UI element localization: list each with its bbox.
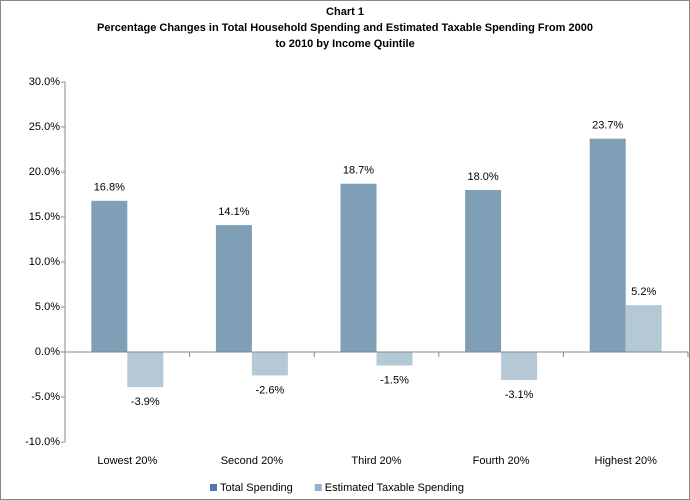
value-label: 5.2% [631, 286, 656, 298]
bar [625, 305, 662, 352]
bar [465, 190, 502, 352]
y-tick-label: 25.0% [29, 121, 60, 133]
value-label: 14.1% [218, 206, 249, 218]
bar [501, 352, 538, 380]
chart-subtitle: Percentage Changes in Total Household Sp… [97, 22, 593, 34]
y-tick-label: 30.0% [29, 76, 60, 88]
value-label: 18.0% [467, 171, 498, 183]
value-label: -3.1% [505, 389, 534, 401]
y-tick-label: -5.0% [31, 391, 60, 403]
y-tick-label: 10.0% [29, 256, 60, 268]
value-label: -3.9% [131, 396, 160, 408]
value-label: -1.5% [380, 374, 409, 386]
bar [215, 225, 252, 352]
chart-title: Chart 1 [326, 6, 364, 18]
value-label: 16.8% [94, 182, 125, 194]
value-label: -2.6% [256, 384, 285, 396]
chart-subtitle: to 2010 by Income Quintile [275, 38, 414, 50]
bar [376, 352, 413, 366]
legend-swatch [314, 484, 322, 491]
bar [91, 200, 128, 352]
bar [251, 352, 288, 376]
bar [589, 138, 626, 352]
y-tick-label: 20.0% [29, 166, 60, 178]
value-label: 18.7% [343, 165, 374, 177]
bar [127, 352, 164, 388]
x-tick-label: Fourth 20% [473, 455, 530, 467]
x-tick-label: Lowest 20% [97, 455, 157, 467]
y-tick-label: 0.0% [35, 346, 60, 358]
x-tick-label: Second 20% [221, 455, 284, 467]
value-label: 23.7% [592, 120, 623, 132]
legend-label: Estimated Taxable Spending [325, 482, 464, 494]
x-tick-label: Highest 20% [595, 455, 658, 467]
legend-swatch [210, 484, 217, 491]
legend-label: Total Spending [220, 482, 293, 494]
y-tick-label: 5.0% [35, 301, 60, 313]
y-tick-label: 15.0% [29, 211, 60, 223]
y-tick-label: -10.0% [25, 436, 60, 448]
bar [340, 183, 377, 352]
x-tick-label: Third 20% [351, 455, 401, 467]
